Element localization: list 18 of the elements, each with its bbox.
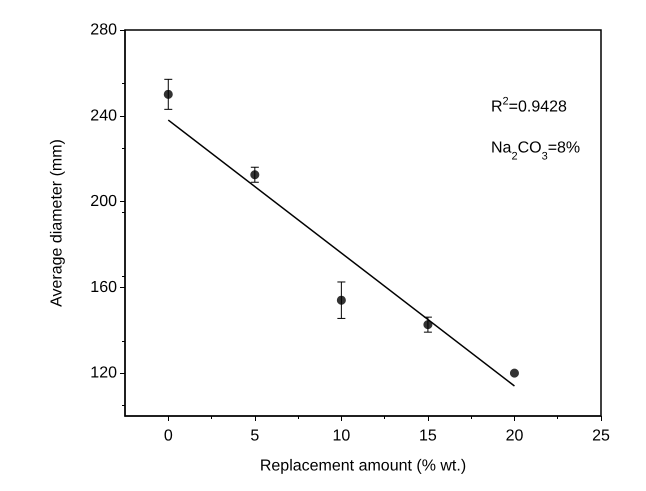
x-tick-label: 25 — [592, 428, 610, 444]
point — [336, 296, 346, 305]
y-axis-title: Average diameter (mm) — [48, 139, 66, 307]
point — [164, 90, 173, 99]
y-tick-label: 160 — [90, 278, 118, 296]
y-tick-label: 240 — [90, 107, 118, 124]
point — [510, 368, 519, 378]
x-tick-label: 20 — [506, 428, 524, 444]
point — [423, 320, 432, 330]
x-axis-title: Replacement amount (% wt.) — [260, 458, 466, 474]
point — [250, 170, 260, 180]
x-tick-label: 5 — [250, 428, 260, 444]
y-tick-label: 280 — [90, 22, 118, 38]
y-tick-label: 200 — [90, 193, 118, 210]
y-tick-label: 120 — [90, 364, 118, 382]
x-tick-label: 0 — [164, 428, 173, 444]
x-tick-label: 10 — [332, 428, 350, 444]
x-tick-label: 15 — [419, 428, 437, 444]
